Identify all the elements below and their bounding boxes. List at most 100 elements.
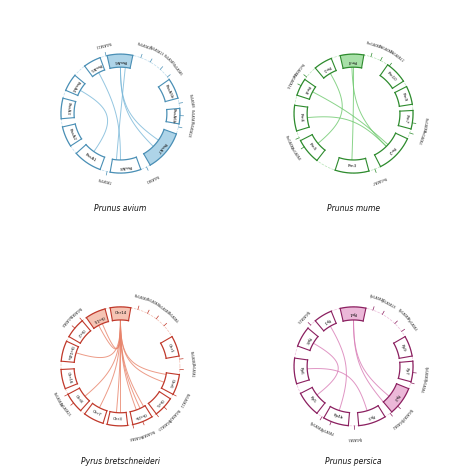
Text: Prunus mume: Prunus mume [327,204,380,213]
Polygon shape [68,388,90,410]
Text: PavA5b: PavA5b [164,83,173,99]
Text: PaGATA1: PaGATA1 [97,180,112,187]
Polygon shape [63,124,82,146]
Text: PbGATA4: PbGATA4 [146,298,160,308]
Text: PpGATA18: PpGATA18 [380,298,396,310]
Text: Chr1: Chr1 [167,343,174,354]
Text: PbGATA8: PbGATA8 [60,314,72,328]
Text: PbGATA15: PbGATA15 [57,402,71,418]
Polygon shape [394,337,412,358]
Polygon shape [324,407,349,426]
Text: PavA4: PavA4 [70,80,81,92]
Text: PmGATA7: PmGATA7 [283,135,293,151]
Polygon shape [158,80,178,101]
Text: PaGATA15: PaGATA15 [137,42,153,51]
Polygon shape [66,75,85,95]
Text: PaGATA13: PaGATA13 [148,46,164,58]
Text: PmGATA6: PmGATA6 [421,117,427,133]
Text: Pp4: Pp4 [349,311,357,316]
Text: PmGATA14: PmGATA14 [365,41,383,50]
Polygon shape [315,311,336,331]
Text: PmGATA7: PmGATA7 [371,175,387,185]
Polygon shape [61,98,76,119]
Polygon shape [340,307,366,321]
Text: PmGATA11: PmGATA11 [377,44,395,56]
Polygon shape [398,110,413,129]
Text: PbGATA11: PbGATA11 [165,408,180,422]
Text: Pm3: Pm3 [347,164,357,169]
Polygon shape [294,105,309,131]
Text: Pp8: Pp8 [304,336,311,344]
Text: PpGATA7: PpGATA7 [422,366,427,381]
Text: Chr14b: Chr14b [65,345,73,360]
Polygon shape [110,307,131,321]
Polygon shape [144,129,176,165]
Polygon shape [301,387,325,413]
Text: Pm9: Pm9 [401,92,407,102]
Text: PpGATA2: PpGATA2 [391,417,404,428]
Text: Pm8: Pm8 [302,85,310,95]
Text: Pm4: Pm4 [347,58,357,63]
Text: PbGATA14: PbGATA14 [52,392,63,408]
Polygon shape [357,406,385,426]
Text: Pp9: Pp9 [400,344,407,353]
Text: PbGATA2: PbGATA2 [189,350,194,365]
Text: PmGATA18: PmGATA18 [290,62,304,78]
Text: Pp1: Pp1 [322,317,330,325]
Text: Pp2: Pp2 [392,393,400,402]
Polygon shape [61,369,77,389]
Polygon shape [162,373,179,394]
Text: PmGATA3: PmGATA3 [417,129,426,145]
Polygon shape [335,158,369,173]
Text: PbGATA3: PbGATA3 [134,294,149,302]
Text: Chr8: Chr8 [74,394,83,404]
Text: PpGATA4: PpGATA4 [319,428,334,437]
Text: PavA1: PavA1 [84,152,97,163]
Text: Pm7: Pm7 [404,114,409,124]
Text: Pm10: Pm10 [386,71,397,82]
Text: PaGATA8: PaGATA8 [188,94,194,109]
Polygon shape [107,54,133,68]
Polygon shape [76,145,105,170]
Text: Chr6: Chr6 [167,377,174,388]
Text: PmGATA16: PmGATA16 [284,71,296,89]
Text: PbGATA8: PbGATA8 [128,433,143,440]
Text: Pm2: Pm2 [387,146,396,155]
Polygon shape [297,80,316,99]
Text: Pp4b: Pp4b [332,413,343,420]
Text: PaGATA7: PaGATA7 [190,109,194,123]
Text: Pm1: Pm1 [321,64,331,72]
Text: PpGATAX: PpGATAX [396,309,410,321]
Text: Chr3: Chr3 [113,417,123,421]
Polygon shape [85,58,105,76]
Text: Pm5: Pm5 [308,142,317,152]
Text: PavA2: PavA2 [67,128,76,141]
Text: PbGATA1: PbGATA1 [190,363,194,377]
Text: PpGATA1: PpGATA1 [309,421,323,432]
Text: PbGATA12: PbGATA12 [178,392,189,408]
Text: PavA6: PavA6 [114,59,127,63]
Text: PbGATA6: PbGATA6 [166,311,179,324]
Text: PpGATA17: PpGATA17 [368,294,385,303]
Polygon shape [374,133,408,166]
Text: PmGATA12: PmGATA12 [388,50,405,64]
Text: Chr2: Chr2 [75,327,85,337]
Polygon shape [61,341,78,362]
Text: PaGATA5: PaGATA5 [162,54,175,67]
Text: PpGATA5: PpGATA5 [347,436,362,440]
Text: PaGATA2: PaGATA2 [145,173,159,182]
Text: Chr15: Chr15 [91,314,105,323]
Polygon shape [130,406,152,425]
Text: Pyrus bretschneideri: Pyrus bretschneideri [81,457,160,466]
Polygon shape [166,109,180,124]
Text: Pp6: Pp6 [299,366,303,374]
Text: Chr16: Chr16 [65,371,72,384]
Text: Chr7: Chr7 [91,410,102,418]
Polygon shape [86,309,109,328]
Polygon shape [107,411,128,426]
Text: Prunus persica: Prunus persica [325,457,382,466]
Polygon shape [398,361,413,382]
Text: Chr2b: Chr2b [134,411,147,419]
Text: PavA6b: PavA6b [171,108,176,124]
Text: Prunus avium: Prunus avium [94,204,146,213]
